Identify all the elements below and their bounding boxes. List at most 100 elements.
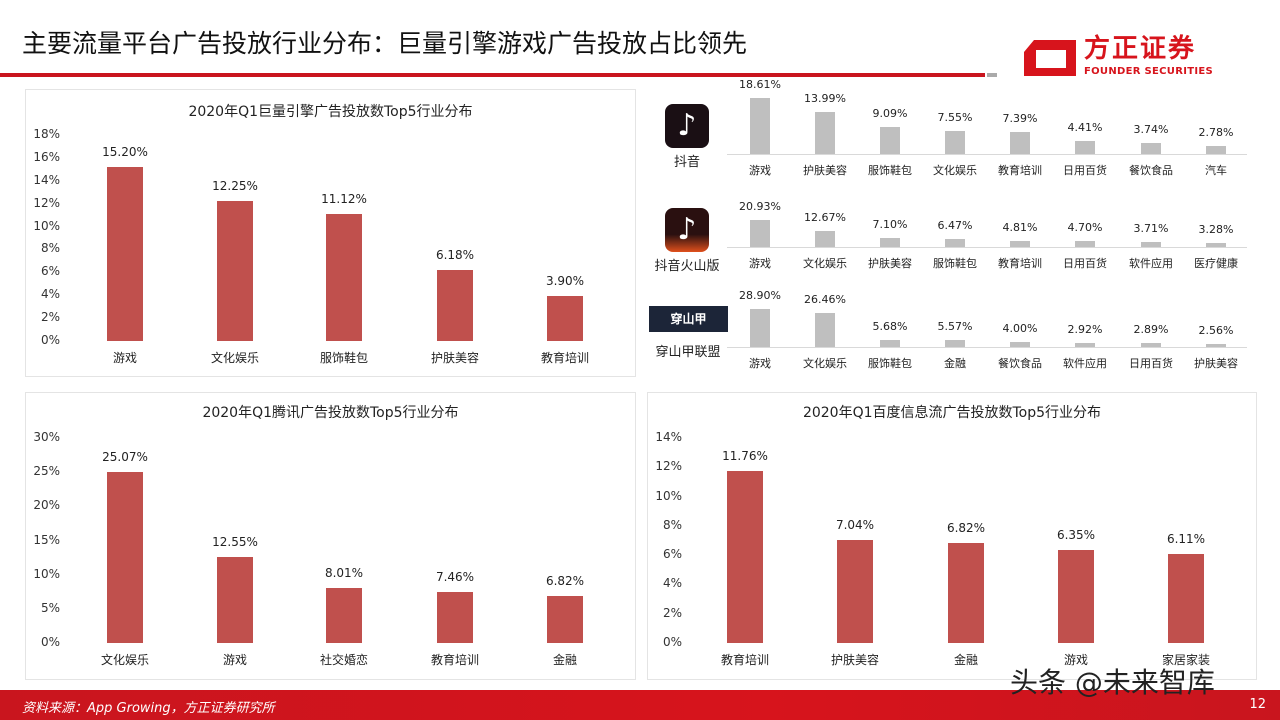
data-label: 6.35% (1056, 528, 1096, 543)
x-axis-line (727, 247, 1247, 248)
category-label: 金融 (552, 653, 577, 667)
douyin-huoshan-icon: ♪ (665, 208, 709, 252)
category-label: 家居家装 (1161, 653, 1210, 667)
category-label: 医疗健康 (1194, 257, 1238, 270)
app-label-douyin: 抖音 (673, 155, 700, 170)
bar (750, 98, 770, 154)
bar (880, 339, 900, 347)
category-label: 护肤美容 (1194, 357, 1238, 370)
bar (107, 471, 143, 643)
category-label: 护肤美容 (430, 351, 479, 365)
bar (945, 339, 965, 347)
pangle-logo-text: 穿山甲 (670, 312, 707, 326)
footer-bar: 资料来源：App Growing，方正证券研究所 12 (0, 690, 1280, 720)
data-label: 20.93% (739, 199, 781, 213)
data-label: 4.70% (1067, 220, 1103, 234)
data-label: 25.07% (102, 449, 148, 464)
data-label: 6.47% (937, 218, 973, 232)
bar (107, 167, 143, 341)
category-label: 文化娱乐 (933, 164, 977, 177)
bar (945, 238, 965, 247)
category-label: 游戏 (1063, 653, 1088, 667)
y-tick-label: 0% (662, 635, 682, 649)
data-label: 6.18% (435, 248, 475, 263)
bar (815, 230, 835, 247)
data-label: 11.76% (722, 448, 768, 463)
category-label: 服饰鞋包 (933, 257, 977, 270)
data-label: 2.78% (1198, 125, 1234, 139)
data-label: 8.01% (324, 566, 364, 581)
y-tick-label: 2% (662, 605, 682, 620)
bar (1010, 131, 1030, 154)
category-label: 服饰鞋包 (868, 357, 912, 370)
y-tick-label: 0% (40, 333, 60, 347)
data-label: 2.89% (1133, 323, 1169, 337)
category-label: 文化娱乐 (100, 653, 149, 667)
y-tick-label: 12% (33, 195, 60, 210)
data-label: 18.61% (739, 78, 781, 92)
logo-mark-icon (1024, 40, 1076, 76)
category-label: 社交婚恋 (319, 653, 368, 667)
category-label: 汽车 (1205, 164, 1227, 177)
bar (750, 219, 770, 247)
category-label: 护肤美容 (868, 257, 912, 270)
data-label: 12.55% (212, 535, 258, 550)
bar (547, 596, 583, 643)
category-label: 游戏 (749, 257, 771, 270)
bar (945, 131, 965, 154)
bar (750, 309, 770, 347)
bar (815, 112, 835, 154)
bar (326, 213, 362, 341)
bar (1075, 140, 1095, 154)
y-tick-label: 20% (33, 498, 60, 513)
category-label: 日用百货 (1129, 357, 1173, 370)
bar (437, 270, 473, 341)
y-tick-label: 8% (662, 517, 682, 532)
category-label: 文化娱乐 (803, 357, 847, 370)
y-tick-label: 16% (33, 149, 60, 164)
tiktok-icon: ♪ (665, 104, 709, 148)
category-label: 服饰鞋包 (319, 351, 368, 365)
bar (1010, 341, 1030, 347)
page-number: 12 (1249, 697, 1266, 712)
data-label: 7.04% (835, 517, 875, 532)
category-label: 教育培训 (998, 164, 1042, 177)
bar (880, 126, 900, 154)
y-tick-label: 0% (40, 635, 60, 649)
category-label: 文化娱乐 (803, 257, 847, 270)
y-tick-label: 18% (33, 127, 60, 141)
bar (437, 592, 473, 643)
chart-title: 2020年Q1巨量引擎广告投放数Top5行业分布 (188, 104, 473, 120)
bar (1141, 142, 1161, 154)
category-label: 文化娱乐 (210, 351, 259, 365)
data-label: 6.82% (946, 521, 986, 536)
data-label: 4.00% (1002, 321, 1038, 335)
y-tick-label: 10% (33, 218, 60, 233)
category-label: 日用百货 (1063, 257, 1107, 270)
category-label: 护肤美容 (830, 653, 879, 667)
data-label: 12.67% (804, 210, 846, 224)
y-tick-label: 12% (655, 459, 682, 474)
category-label: 餐饮食品 (998, 357, 1042, 370)
logo-text-cn: 方正证券 (1084, 34, 1197, 64)
y-tick-label: 14% (655, 430, 682, 444)
app-label-huoshan: 抖音火山版 (654, 259, 720, 274)
y-tick-label: 4% (40, 287, 60, 302)
data-label: 6.82% (545, 574, 585, 589)
category-label: 教育培训 (720, 653, 769, 667)
data-label: 4.81% (1002, 220, 1038, 234)
y-tick-label: 6% (662, 547, 682, 562)
category-label: 教育培训 (540, 351, 589, 365)
chart-title: 2020年Q1百度信息流广告投放数Top5行业分布 (802, 405, 1102, 421)
category-label: 游戏 (749, 357, 771, 370)
category-label: 餐饮食品 (1129, 164, 1173, 177)
data-label: 7.39% (1002, 111, 1038, 125)
data-label: 4.41% (1067, 120, 1103, 134)
bar (948, 543, 984, 643)
y-tick-label: 8% (40, 241, 60, 256)
y-tick-label: 5% (40, 600, 60, 615)
x-axis-line (727, 347, 1247, 348)
data-label: 3.28% (1198, 222, 1234, 236)
y-tick-label: 15% (33, 532, 60, 547)
category-label: 软件应用 (1129, 257, 1173, 270)
